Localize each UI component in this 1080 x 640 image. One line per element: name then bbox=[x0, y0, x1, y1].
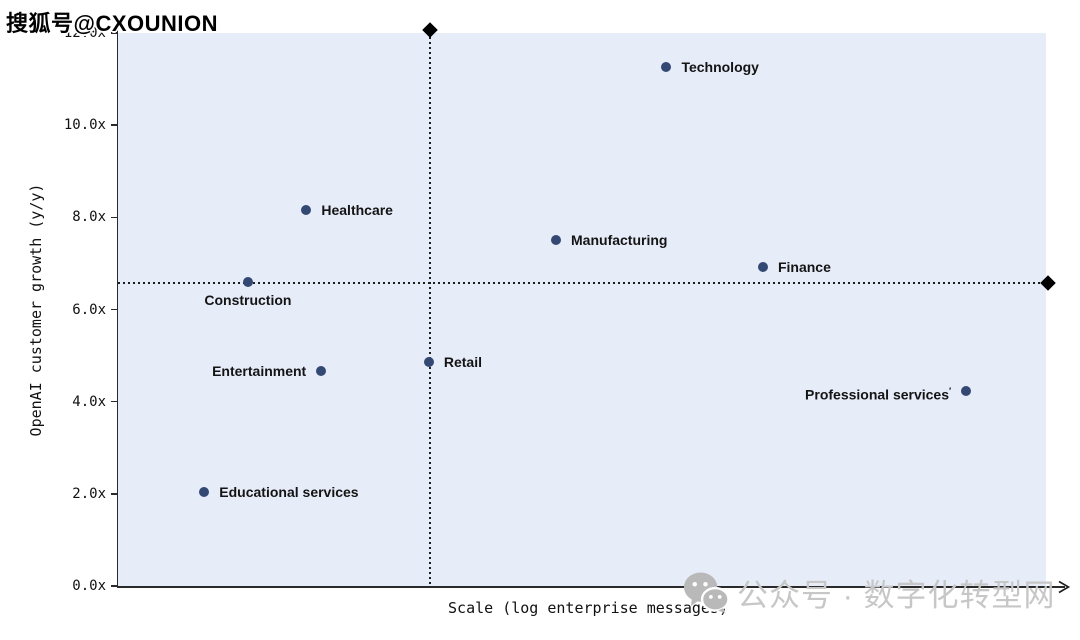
data-point-label: Finance bbox=[777, 259, 831, 276]
y-tick-mark bbox=[110, 493, 117, 495]
median-vertical-line bbox=[428, 37, 431, 586]
wechat-icon bbox=[684, 572, 729, 614]
watermark-top-left: 搜狐号@CXOUNION bbox=[6, 11, 219, 36]
y-tick-label: 12.0x bbox=[63, 25, 106, 41]
data-point bbox=[757, 262, 768, 273]
data-point bbox=[961, 386, 972, 397]
data-point bbox=[199, 486, 210, 497]
data-point-label: Educational services bbox=[219, 483, 359, 500]
data-point bbox=[423, 357, 434, 368]
y-axis-title: OpenAI customer growth (y/y) bbox=[27, 183, 45, 437]
watermark-bottom-right: 公众号 · 数字化转型网 bbox=[682, 570, 1056, 615]
y-tick-label: 6.0x bbox=[72, 301, 106, 318]
y-tick-label: 2.0x bbox=[72, 485, 106, 502]
y-tick-label: 8.0x bbox=[72, 209, 106, 226]
data-point-label: Entertainment bbox=[212, 362, 307, 379]
median-horizontal-line bbox=[118, 282, 1040, 285]
data-point-label: Construction bbox=[204, 292, 292, 309]
y-tick-mark bbox=[110, 216, 117, 219]
y-tick-mark bbox=[110, 124, 117, 126]
x-axis-title: Scale (log enterprise messages) bbox=[448, 599, 728, 617]
data-point-label: Manufacturing bbox=[571, 231, 668, 248]
y-tick-label: 0.0x bbox=[72, 578, 106, 594]
y-tick-mark bbox=[110, 32, 117, 34]
data-point-label: Healthcare bbox=[321, 201, 393, 218]
y-axis bbox=[116, 28, 118, 586]
data-point-label: Professional services′ bbox=[805, 386, 952, 403]
plot-area bbox=[118, 33, 1046, 586]
y-tick-label: 10.0x bbox=[63, 117, 106, 134]
data-point bbox=[316, 365, 327, 376]
data-point bbox=[661, 62, 672, 73]
data-point bbox=[301, 204, 312, 215]
data-point-label: Retail bbox=[443, 354, 482, 371]
y-tick-mark bbox=[110, 308, 117, 311]
data-point bbox=[242, 277, 253, 288]
data-point-label: Technology bbox=[681, 59, 759, 76]
y-tick-mark bbox=[110, 400, 117, 403]
data-point bbox=[551, 234, 562, 245]
y-tick-label: 4.0x bbox=[72, 393, 106, 410]
watermark-bottom-text: 公众号 · 数字化转型网 bbox=[737, 578, 1056, 613]
x-axis bbox=[116, 586, 1065, 588]
y-tick-mark bbox=[110, 585, 117, 587]
x-axis-arrow-icon bbox=[1058, 580, 1071, 594]
